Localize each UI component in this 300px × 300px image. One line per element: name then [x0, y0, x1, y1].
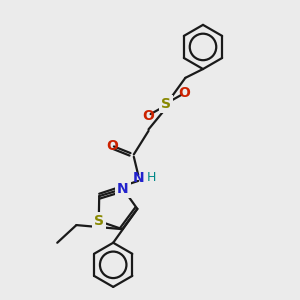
Text: S: S: [94, 214, 104, 228]
Text: O: O: [178, 85, 190, 100]
Text: H: H: [147, 172, 156, 184]
Text: O: O: [106, 139, 118, 153]
Text: S: S: [161, 98, 171, 111]
Text: O: O: [142, 109, 154, 123]
Text: N: N: [132, 171, 144, 185]
Text: N: N: [117, 182, 129, 196]
